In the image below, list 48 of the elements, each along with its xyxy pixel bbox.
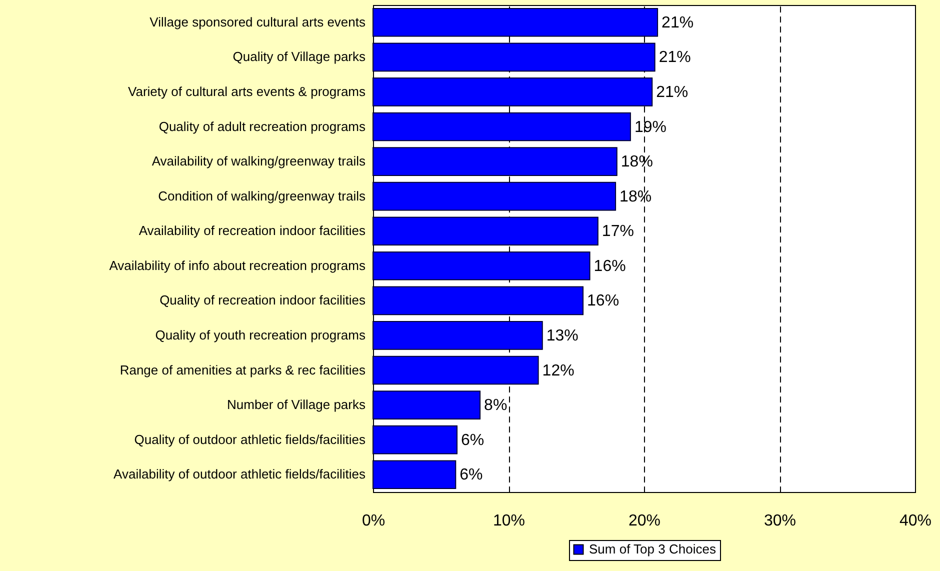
y-tick-label: Quality of outdoor athletic fields/facilities <box>134 432 366 447</box>
y-tick-label: Quality of Village parks <box>232 49 366 64</box>
bar <box>372 78 653 106</box>
x-tick-label: 30% <box>764 512 796 530</box>
data-label: 21% <box>656 84 688 101</box>
y-tick-label: Availability of outdoor athletic fields/facilities <box>114 466 366 482</box>
data-label: 6% <box>460 466 483 484</box>
x-tick-label: 40% <box>899 512 932 530</box>
bar <box>372 8 658 37</box>
x-tick-label: 0% <box>362 512 386 530</box>
data-label: 18% <box>620 154 653 171</box>
data-label: 18% <box>620 188 652 206</box>
bar <box>372 356 539 385</box>
data-label: 19% <box>634 118 666 136</box>
y-tick-label: Range of amenities at parks & rec facilities <box>120 362 366 378</box>
legend-label: Sum of Top 3 Choices <box>589 542 716 556</box>
bar <box>372 460 456 490</box>
data-label: 16% <box>594 258 626 275</box>
bar <box>372 42 656 72</box>
bar <box>372 182 616 211</box>
y-tick-label: Quality of adult recreation programs <box>158 118 366 134</box>
bar <box>372 390 481 420</box>
bar <box>372 112 631 142</box>
data-label: 17% <box>602 223 634 240</box>
x-tick-label: 10% <box>492 512 526 530</box>
data-label: 13% <box>546 327 578 344</box>
data-label: 16% <box>587 292 620 310</box>
bar <box>372 251 590 280</box>
x-tick-label: 20% <box>628 512 661 530</box>
data-label: 8% <box>484 397 508 414</box>
y-tick-label: Condition of walking/greenway trails <box>158 188 366 204</box>
data-label: 21% <box>662 14 694 32</box>
y-tick-label: Village sponsored cultural arts events <box>150 14 366 30</box>
bar <box>372 425 458 454</box>
y-tick-label: Quality of recreation indoor facilities <box>160 292 366 308</box>
bar <box>372 147 618 176</box>
y-tick-label: Quality of youth recreation programs <box>155 327 366 342</box>
y-tick-label: Number of Village parks <box>227 397 366 412</box>
data-label: 12% <box>542 362 574 380</box>
y-tick-label: Variety of cultural arts events & programs <box>128 84 366 99</box>
y-tick-label: Availability of recreation indoor facilities <box>138 223 366 238</box>
bar <box>372 286 584 316</box>
y-tick-label: Availability of info about recreation programs <box>109 258 366 273</box>
y-tick-label: Availability of walking/greenway trails <box>152 154 366 169</box>
bar <box>372 321 543 350</box>
data-label: 21% <box>658 49 691 66</box>
bar <box>372 216 598 246</box>
data-label: 6% <box>461 432 484 449</box>
